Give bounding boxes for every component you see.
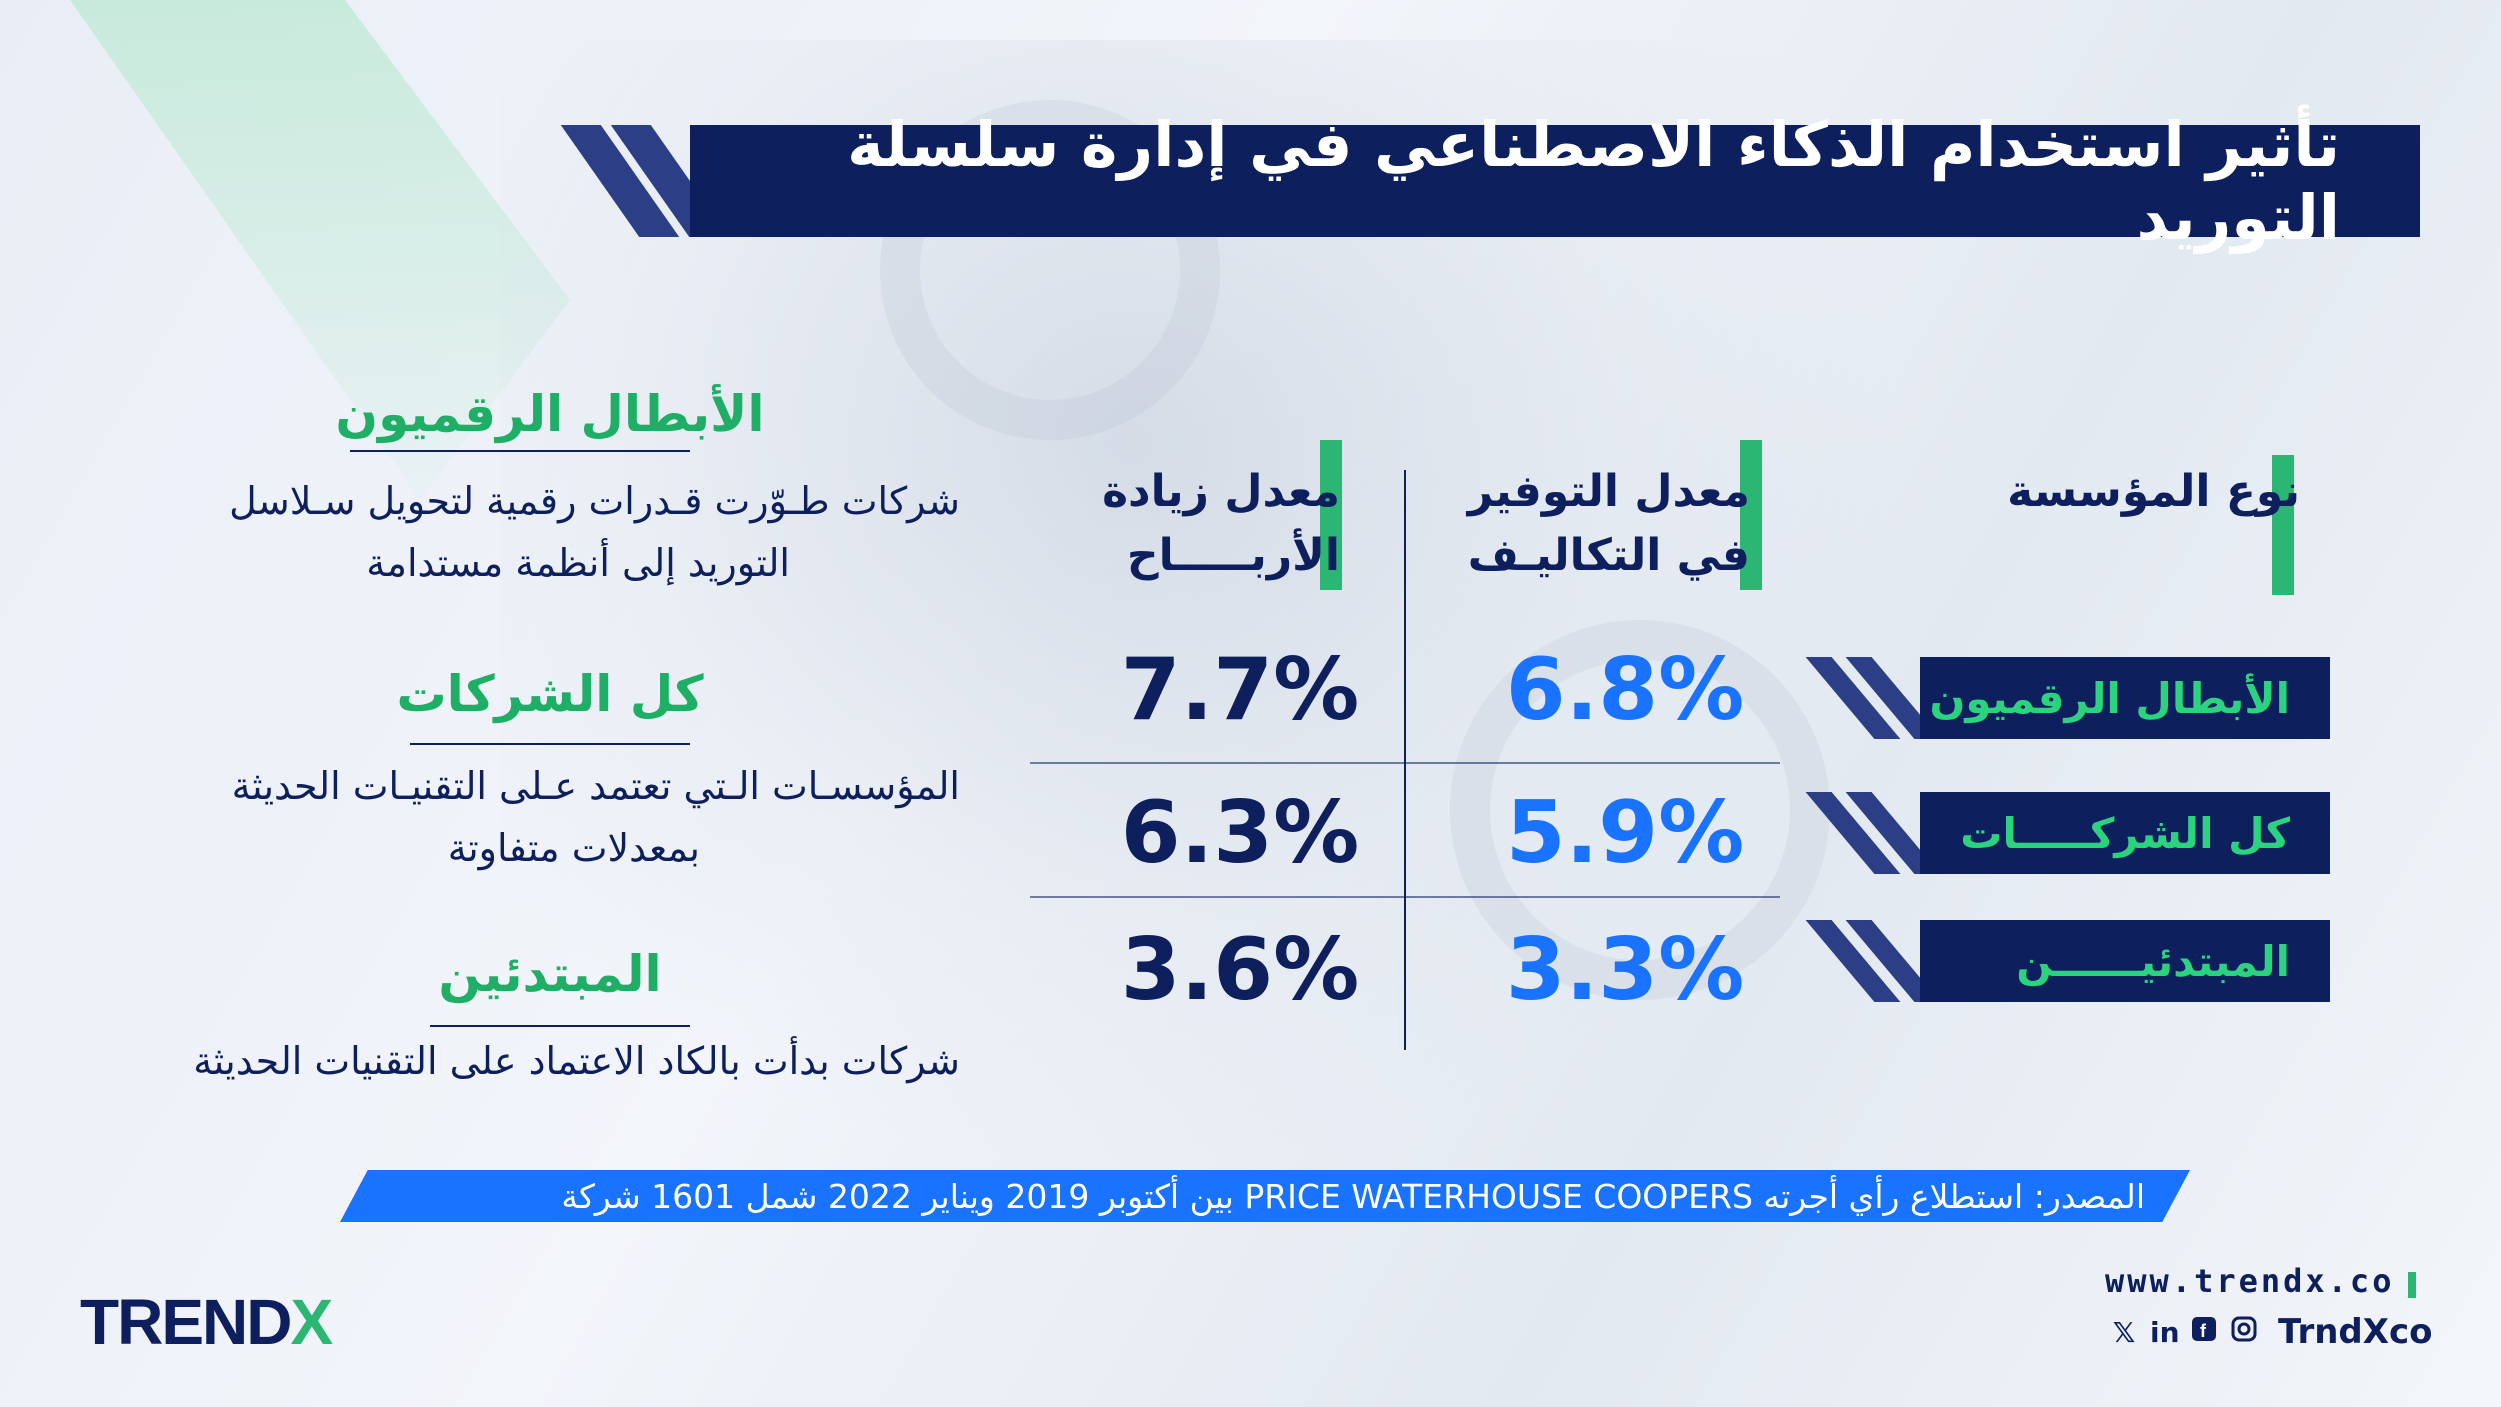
header-org-type: نوع المؤسسة bbox=[2007, 466, 2300, 517]
facebook-icon[interactable]: f bbox=[2190, 1316, 2218, 1349]
legend-title: الأبطال الرقميون bbox=[335, 385, 765, 443]
column-divider bbox=[1404, 470, 1406, 1050]
source-text: المصدر: استطلاع رأي أجرته PRICE WATERHOU… bbox=[561, 1176, 2145, 1216]
legend-title: المبتدئين bbox=[438, 945, 662, 1003]
header-profit-increase: معدل زيادة الأربـــــاح bbox=[1102, 466, 1340, 581]
website-marker bbox=[2408, 1272, 2416, 1298]
title-banner bbox=[690, 125, 2420, 237]
profit-increase-value: 3.6% bbox=[1120, 920, 1360, 1020]
header-cost-saving: معدل التوفير في التكاليـف bbox=[1467, 466, 1750, 581]
source-bar: المصدر: استطلاع رأي أجرته PRICE WATERHOU… bbox=[340, 1170, 2190, 1222]
instagram-icon[interactable] bbox=[2230, 1316, 2258, 1349]
social-handle[interactable]: TrndXco bbox=[2278, 1312, 2433, 1352]
profit-increase-value: 7.7% bbox=[1120, 640, 1360, 740]
cost-saving-value: 6.8% bbox=[1505, 640, 1745, 740]
cost-saving-value: 3.3% bbox=[1505, 920, 1745, 1020]
header-marker bbox=[1320, 440, 1342, 590]
website-link[interactable]: www.trendx.co bbox=[2105, 1262, 2395, 1300]
row-divider bbox=[1030, 896, 1780, 898]
legend-description: شركات بدأت بالكاد الاعتماد على التقنيات … bbox=[193, 1039, 960, 1083]
row-divider bbox=[1030, 762, 1780, 764]
svg-text:f: f bbox=[2200, 1321, 2207, 1341]
x-icon[interactable]: 𝕏 bbox=[2112, 1315, 2136, 1349]
social-links: 𝕏 in f TrndXco bbox=[2110, 1312, 2433, 1352]
legend-description: المؤسسـات الـتي تعتمد عـلى التقنيـات الح… bbox=[231, 764, 960, 870]
trendx-logo: TRENDX bbox=[80, 1286, 333, 1358]
legend-title: كل الشركات bbox=[396, 665, 704, 723]
cost-saving-value: 5.9% bbox=[1505, 783, 1745, 883]
linkedin-icon[interactable]: in bbox=[2150, 1315, 2180, 1349]
row-label-digital-champions: الأبطال الرقميون bbox=[1920, 657, 2330, 739]
legend-underline bbox=[430, 1025, 690, 1027]
row-label-beginners: المبتدئيــــــن bbox=[1920, 920, 2330, 1002]
profit-increase-value: 6.3% bbox=[1120, 783, 1360, 883]
legend-underline bbox=[350, 450, 690, 452]
legend-underline bbox=[410, 743, 690, 745]
row-label-all-companies: كل الشركـــــات bbox=[1920, 792, 2330, 874]
legend-description: شركات طـوّرت قـدرات رقمية لتحويل سـلاسل … bbox=[229, 479, 960, 585]
header-marker bbox=[1740, 440, 1762, 590]
page-title: تأثير استخدام الذكاء الاصطناعي في إدارة … bbox=[847, 108, 2340, 254]
header-marker bbox=[2272, 455, 2294, 595]
